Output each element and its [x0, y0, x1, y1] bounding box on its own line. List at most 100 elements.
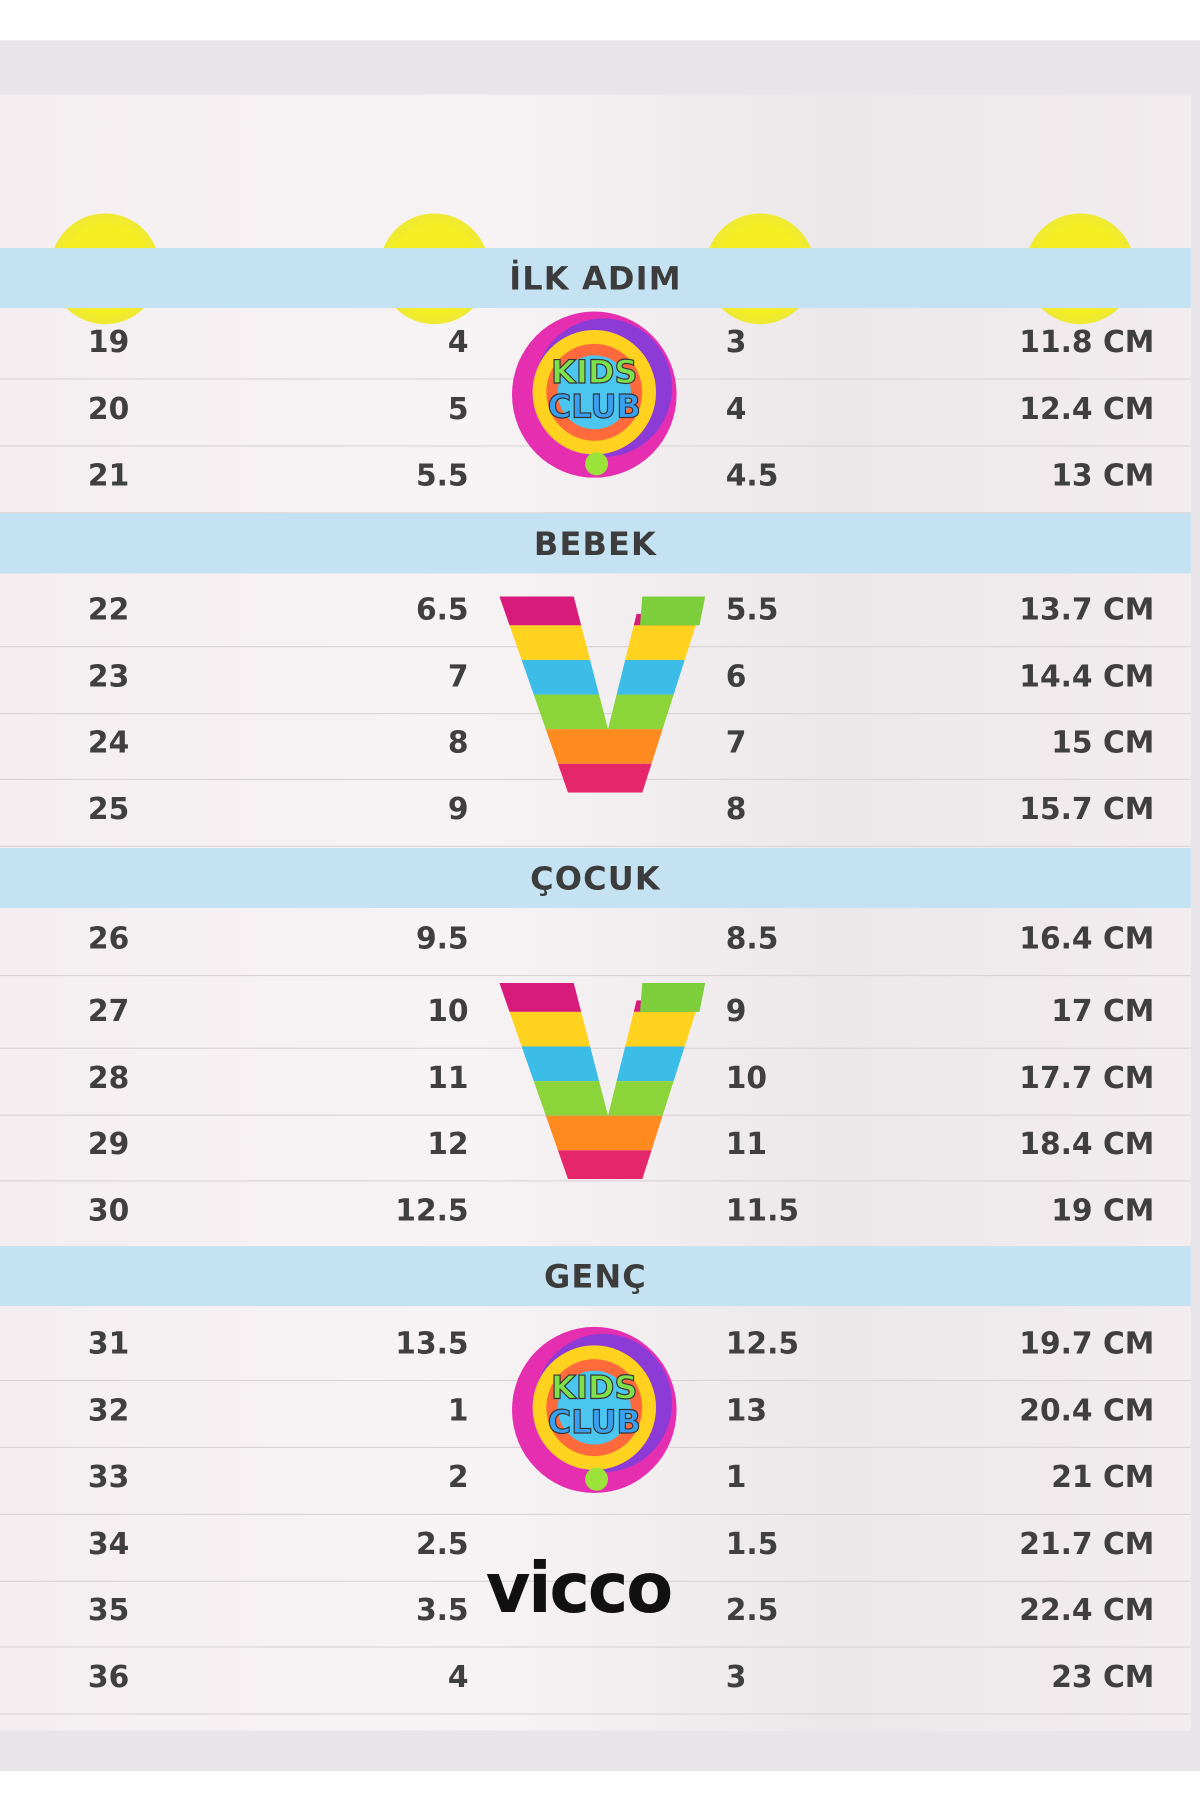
cell-cm: 14.4 CM: [1019, 659, 1155, 695]
cell-us: 1: [447, 1393, 469, 1429]
svg-text:KIDS: KIDS: [551, 1368, 637, 1406]
table-row: 36 4 3 23 CM: [0, 1646, 1191, 1715]
cell-cm: 11.8 CM: [1019, 325, 1155, 360]
cell-cm: 21 CM: [1051, 1460, 1155, 1496]
table-row: 25 9 8 15.7 CM: [0, 779, 1191, 847]
cell-us: 12.5: [395, 1194, 469, 1229]
cell-eu: 34: [87, 1527, 130, 1563]
section-band: BEBEK: [0, 513, 1191, 574]
cell-eu: 20: [87, 392, 130, 427]
cell-cm: 22.4 CM: [1019, 1593, 1155, 1629]
table-row: 31 13.5 12.5 19.7 CM: [0, 1313, 1191, 1382]
cell-uk: 5.5: [725, 593, 779, 628]
cell-cm: 16.4 CM: [1019, 921, 1155, 957]
cell-us: 11: [427, 1061, 469, 1097]
cell-us: 9: [447, 792, 469, 828]
table-row: 29 12 11 18.4 CM: [0, 1113, 1191, 1182]
cell-cm: 15 CM: [1051, 725, 1155, 761]
cell-eu: 23: [87, 659, 130, 695]
cell-uk: 11: [725, 1127, 768, 1162]
cell-cm: 15.7 CM: [1019, 792, 1155, 828]
cell-eu: 33: [87, 1460, 130, 1496]
cell-uk: 8.5: [725, 921, 779, 957]
cell-eu: 29: [87, 1127, 130, 1162]
cell-uk: 12.5: [725, 1326, 800, 1362]
section-title: BEBEK: [533, 524, 657, 563]
cell-uk: 3: [725, 325, 747, 360]
section-title: İLK ADIM: [509, 259, 682, 298]
cell-us: 2: [447, 1460, 469, 1496]
cell-eu: 24: [87, 725, 130, 761]
cell-eu: 35: [87, 1593, 130, 1629]
cell-eu: 22: [87, 593, 130, 628]
cell-uk: 7: [725, 725, 747, 761]
cell-cm: 18.4 CM: [1019, 1127, 1155, 1162]
section-title: ÇOCUK: [530, 859, 661, 898]
cell-eu: 32: [87, 1393, 130, 1429]
cell-eu: 26: [87, 921, 130, 957]
cell-uk: 2.5: [725, 1593, 779, 1629]
svg-text:KIDS: KIDS: [551, 353, 637, 391]
table-row: 28 11 10 17.7 CM: [0, 1048, 1191, 1116]
cell-cm: 20.4 CM: [1019, 1393, 1155, 1429]
cell-cm: 19.7 CM: [1019, 1326, 1155, 1362]
cell-eu: 36: [87, 1660, 130, 1695]
cell-uk: 9: [725, 994, 747, 1030]
cell-us: 13.5: [395, 1326, 469, 1362]
table-row: 27 10 9 17 CM: [0, 981, 1191, 1049]
cell-cm: 19 CM: [1051, 1194, 1155, 1229]
cell-cm: 12.4 CM: [1019, 392, 1155, 427]
cell-us: 4: [447, 1660, 469, 1695]
cell-uk: 6: [725, 659, 747, 695]
cell-us: 3.5: [415, 1593, 469, 1629]
section-title: GENÇ: [543, 1257, 647, 1296]
cell-eu: 30: [87, 1194, 130, 1229]
section-band: ÇOCUK: [0, 848, 1191, 909]
cell-cm: 17.7 CM: [1019, 1061, 1155, 1097]
section-band: İLK ADIM: [0, 248, 1191, 309]
table-row: 35 3.5 2.5 22.4 CM: [0, 1580, 1191, 1648]
table-row: 22 6.5 5.5 13.7 CM: [0, 579, 1191, 648]
cell-cm: 23 CM: [1051, 1660, 1155, 1695]
cell-us: 2.5: [415, 1527, 469, 1563]
table-row: 33 2 1 21 CM: [0, 1447, 1191, 1515]
cell-us: 8: [447, 725, 469, 761]
cell-uk: 8: [725, 792, 747, 828]
cell-eu: 27: [87, 994, 130, 1030]
svg-text:CLUB: CLUB: [548, 1403, 641, 1441]
cell-uk: 4.5: [725, 459, 779, 494]
cell-us: 10: [427, 994, 469, 1030]
cell-us: 7: [447, 659, 469, 695]
cell-uk: 10: [725, 1061, 768, 1097]
v-logo: [494, 977, 711, 1185]
cell-cm: 17 CM: [1051, 994, 1155, 1030]
cell-uk: 1.5: [725, 1527, 779, 1563]
cell-cm: 13.7 CM: [1019, 593, 1155, 628]
cell-eu: 25: [87, 792, 130, 828]
cell-eu: 31: [87, 1326, 130, 1362]
kids-club-logo: KIDS CLUB: [503, 1318, 686, 1503]
cell-us: 5: [447, 392, 469, 427]
cell-eu: 19: [87, 325, 130, 360]
section-band: GENÇ: [0, 1246, 1191, 1307]
table-row: 34 2.5 1.5 21.7 CM: [0, 1514, 1191, 1582]
cell-cm: 21.7 CM: [1019, 1527, 1155, 1563]
table-row: 26 9.5 8.5 16.4 CM: [0, 908, 1191, 977]
v-logo: [494, 591, 711, 799]
table-row: 21 5.5 4.5 13 CM: [0, 445, 1191, 514]
cell-uk: 1: [725, 1460, 747, 1496]
cell-us: 5.5: [415, 459, 469, 494]
cell-cm: 13 CM: [1051, 459, 1155, 494]
cell-us: 12: [427, 1127, 469, 1162]
cell-eu: 21: [87, 459, 130, 494]
cell-us: 6.5: [415, 593, 469, 628]
cell-uk: 4: [725, 392, 747, 427]
cell-us: 4: [447, 325, 469, 360]
cell-uk: 11.5: [725, 1194, 800, 1229]
cell-uk: 13: [725, 1393, 768, 1429]
kids-club-logo: KIDS CLUB: [503, 302, 686, 487]
svg-text:CLUB: CLUB: [548, 388, 641, 426]
cell-us: 9.5: [415, 921, 469, 957]
